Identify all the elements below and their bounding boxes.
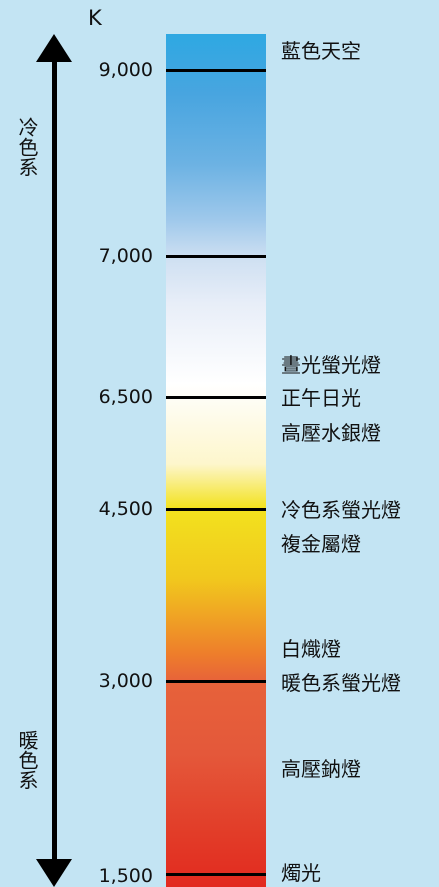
light-source-label: 晝光螢光燈: [281, 353, 381, 377]
tick-label: 9,000: [98, 59, 153, 81]
tick-9000: [166, 69, 266, 72]
arrow-down-icon: [36, 859, 72, 887]
tick-3000: [166, 680, 266, 683]
cool-colors-label: 冷色系: [15, 117, 39, 177]
light-source-label: 複金屬燈: [281, 532, 361, 556]
light-source-label: 高壓鈉燈: [281, 757, 361, 781]
light-source-label: 正午日光: [281, 386, 361, 410]
tick-label: 6,500: [98, 386, 153, 408]
light-source-label: 高壓水銀燈: [281, 421, 381, 445]
warm-colors-label: 暖色系: [15, 730, 39, 790]
color-temperature-gradient-bar: [166, 34, 266, 887]
light-source-label: 藍色天空: [281, 39, 361, 63]
unit-label: K: [88, 6, 102, 30]
tick-4500: [166, 508, 266, 511]
temperature-axis-line: [52, 52, 57, 864]
light-source-label: 白熾燈: [281, 637, 341, 661]
tick-label: 7,000: [98, 245, 153, 267]
light-source-label: 燭光: [281, 861, 321, 885]
tick-1500: [166, 873, 266, 876]
tick-label: 1,500: [98, 865, 153, 887]
tick-7000: [166, 255, 266, 258]
tick-label: 4,500: [98, 498, 153, 520]
light-source-label: 冷色系螢光燈: [281, 498, 401, 522]
light-source-label: 暖色系螢光燈: [281, 671, 401, 695]
tick-6500: [166, 396, 266, 399]
tick-label: 3,000: [98, 670, 153, 692]
